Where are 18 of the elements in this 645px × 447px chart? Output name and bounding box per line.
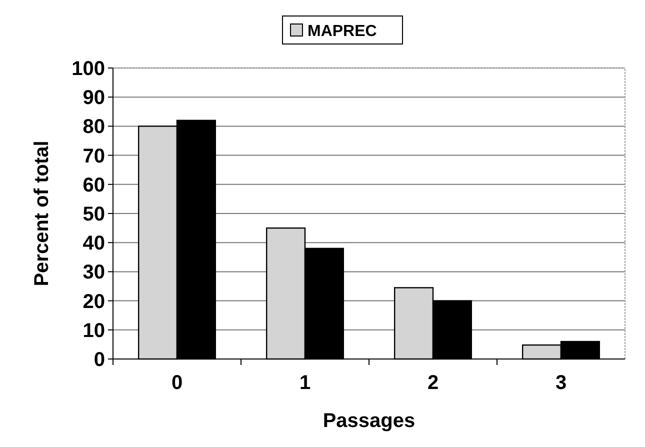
y-tick-label: 60 — [82, 174, 105, 196]
x-tick-label: 1 — [299, 372, 311, 394]
y-tick-label: 10 — [82, 320, 105, 342]
x-tick-label: 0 — [171, 372, 183, 394]
y-tick-label: 30 — [82, 262, 105, 284]
y-tick-label: 70 — [82, 145, 105, 168]
y-axis-title: Percent of total — [31, 140, 53, 286]
y-tick-label: 100 — [72, 58, 105, 80]
y-tick-label: 20 — [82, 290, 105, 313]
x-axis-title: Passages — [322, 410, 416, 432]
y-tick-label: 50 — [82, 204, 105, 226]
x-tick-label: 3 — [555, 372, 567, 394]
y-tick-label: 40 — [82, 232, 105, 255]
x-tick-label: 2 — [427, 372, 439, 394]
y-tick-label: 90 — [82, 87, 105, 110]
y-tick-label: 0 — [94, 349, 105, 371]
y-tick-label: 80 — [82, 116, 105, 138]
legend-label: MAPREC — [308, 23, 378, 40]
